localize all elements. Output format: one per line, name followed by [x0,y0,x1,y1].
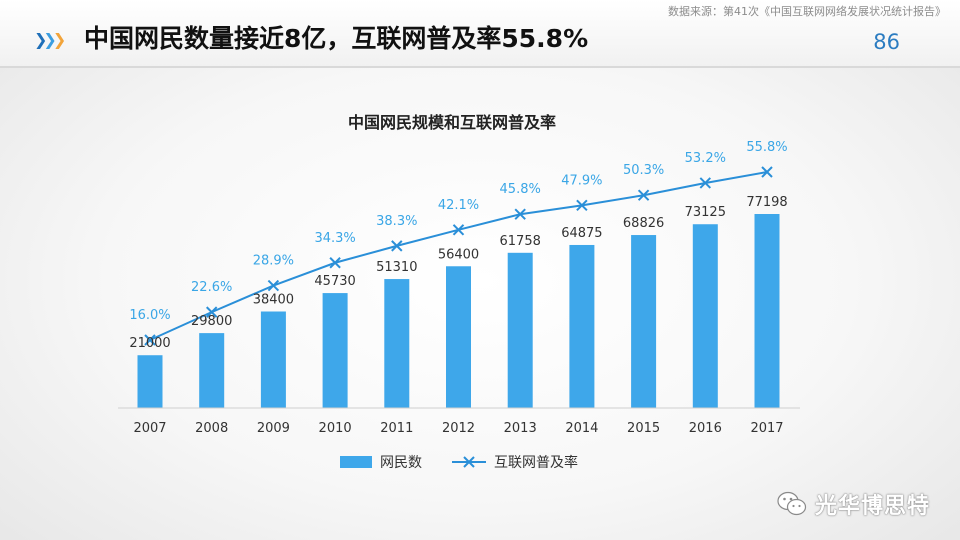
x-tick-label: 2011 [380,421,413,436]
line-value-label: 45.8% [500,182,541,197]
x-tick-label: 2008 [195,421,228,436]
line-point-marker [452,224,465,236]
bar-value-label: 61758 [500,234,541,249]
line-point-marker [267,279,280,292]
bar-2015 [631,235,657,408]
line-value-label: 47.9% [561,173,602,188]
line-value-label: 53.2% [685,151,726,166]
wechat-icon [777,491,807,516]
line-point-marker [637,189,650,201]
bar-value-label: 77198 [746,195,787,210]
line-point-marker [205,306,218,318]
page-title: 中国网民数量接近8亿，互联网普及率55.8% [84,24,589,53]
bar-value-label: 64875 [561,226,602,241]
legend-label-netizens: 网民数 [380,455,422,471]
line-value-label: 28.9% [253,254,294,269]
bar-2012 [446,266,471,408]
bar-2013 [507,252,533,408]
page-number: 86 [873,30,900,54]
line-point-marker [761,166,773,178]
legend: 网民数 互联网普及率 [340,454,578,471]
legend-label-penetration: 互联网普及率 [494,454,578,471]
x-tick-label: 2013 [504,421,537,436]
legend-line-marker-icon [463,456,475,468]
x-tick-label: 2012 [442,421,475,436]
x-tick-label: 2016 [689,421,722,436]
bar-2007 [137,355,163,408]
bar-2014 [569,244,595,408]
line-point-marker [144,334,156,346]
line-point-marker [514,208,526,220]
line-value-label: 34.3% [314,231,355,246]
line-value-label: 38.3% [376,214,417,229]
line-value-label: 50.3% [623,163,664,178]
line-value-label: 42.1% [438,198,479,213]
watermark-text: 光华博思特 [814,494,930,519]
bar-value-label: 68826 [623,216,664,231]
x-tick-label: 2009 [257,421,290,436]
x-tick-label: 2017 [750,421,783,436]
bar-value-label: 38400 [253,293,294,308]
bar-value-label: 56400 [438,247,479,262]
bar-value-label: 29800 [191,314,232,329]
bar-value-label: 73125 [685,205,726,220]
line-value-label: 55.8% [746,140,787,155]
bar-2010 [322,293,348,408]
bar-2009 [260,311,286,408]
bar-value-label: 45730 [314,274,355,289]
bar-2011 [384,279,410,408]
chart-title: 中国网民规模和互联网普及率 [348,113,556,132]
bar-2017 [754,214,780,408]
line-value-label: 16.0% [129,308,170,323]
watermark: 光华博思特 [777,488,930,520]
line-point-marker [699,177,712,189]
line-value-label: 22.6% [191,280,232,295]
bar-2008 [199,333,225,408]
bar-value-label: 21000 [129,336,170,351]
data-source-note: 数据来源：第41次《中国互联网网络发展状况统计报告》 [668,5,946,18]
bar-value-label: 51310 [376,260,417,275]
header-bar: 数据来源：第41次《中国互联网网络发展状况统计报告》 ❯❯❯ 中国网民数量接近8… [0,0,960,68]
x-tick-label: 2014 [565,421,598,436]
line-point-marker [391,240,403,252]
x-tick-label: 2007 [133,421,166,436]
x-tick-label: 2015 [627,421,660,436]
line-point-marker [329,257,341,269]
line-point-marker [576,199,588,212]
bar-2016 [692,224,718,408]
legend-bar-swatch [340,456,372,468]
x-tick-label: 2010 [319,421,352,436]
